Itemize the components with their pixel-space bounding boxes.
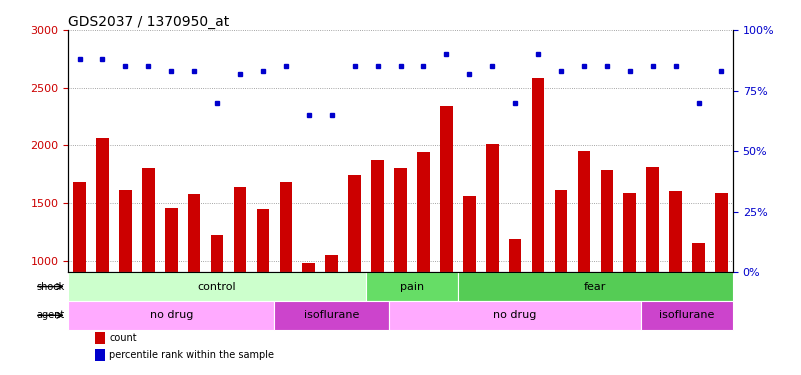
Bar bbox=[119, 190, 131, 375]
Bar bbox=[165, 208, 178, 375]
Bar bbox=[532, 78, 545, 375]
Bar bbox=[394, 168, 407, 375]
Text: pain: pain bbox=[400, 282, 424, 291]
Bar bbox=[463, 196, 476, 375]
Bar bbox=[68, 301, 275, 330]
Bar bbox=[95, 349, 105, 361]
Bar bbox=[142, 168, 155, 375]
Text: agent: agent bbox=[37, 310, 65, 320]
Text: isoflurane: isoflurane bbox=[304, 310, 360, 320]
Bar bbox=[389, 301, 642, 330]
Bar bbox=[417, 152, 429, 375]
Bar bbox=[646, 167, 659, 375]
Bar bbox=[303, 263, 315, 375]
Bar bbox=[440, 106, 453, 375]
Bar bbox=[348, 175, 361, 375]
Bar bbox=[366, 272, 458, 301]
Bar bbox=[670, 192, 682, 375]
Bar bbox=[601, 170, 613, 375]
Text: percentile rank within the sample: percentile rank within the sample bbox=[109, 350, 274, 360]
Bar bbox=[256, 209, 269, 375]
Bar bbox=[509, 239, 521, 375]
Bar bbox=[275, 301, 389, 330]
Bar bbox=[211, 235, 223, 375]
Bar bbox=[715, 193, 728, 375]
Text: shock: shock bbox=[37, 282, 65, 291]
Bar bbox=[486, 144, 498, 375]
Text: no drug: no drug bbox=[150, 310, 193, 320]
Bar bbox=[458, 272, 733, 301]
Bar bbox=[372, 160, 384, 375]
Bar bbox=[554, 190, 567, 375]
Bar bbox=[325, 255, 338, 375]
Bar bbox=[95, 332, 105, 344]
Bar bbox=[68, 272, 366, 301]
Bar bbox=[578, 151, 590, 375]
Text: GDS2037 / 1370950_at: GDS2037 / 1370950_at bbox=[68, 15, 229, 29]
Bar bbox=[188, 194, 200, 375]
Text: control: control bbox=[198, 282, 236, 291]
Bar bbox=[96, 138, 109, 375]
Text: isoflurane: isoflurane bbox=[659, 310, 714, 320]
Text: no drug: no drug bbox=[493, 310, 537, 320]
Bar bbox=[73, 182, 86, 375]
Bar bbox=[280, 182, 292, 375]
Bar bbox=[623, 193, 636, 375]
Text: count: count bbox=[109, 333, 137, 343]
Bar bbox=[692, 243, 705, 375]
Text: fear: fear bbox=[584, 282, 606, 291]
Bar bbox=[234, 187, 247, 375]
Bar bbox=[642, 301, 733, 330]
